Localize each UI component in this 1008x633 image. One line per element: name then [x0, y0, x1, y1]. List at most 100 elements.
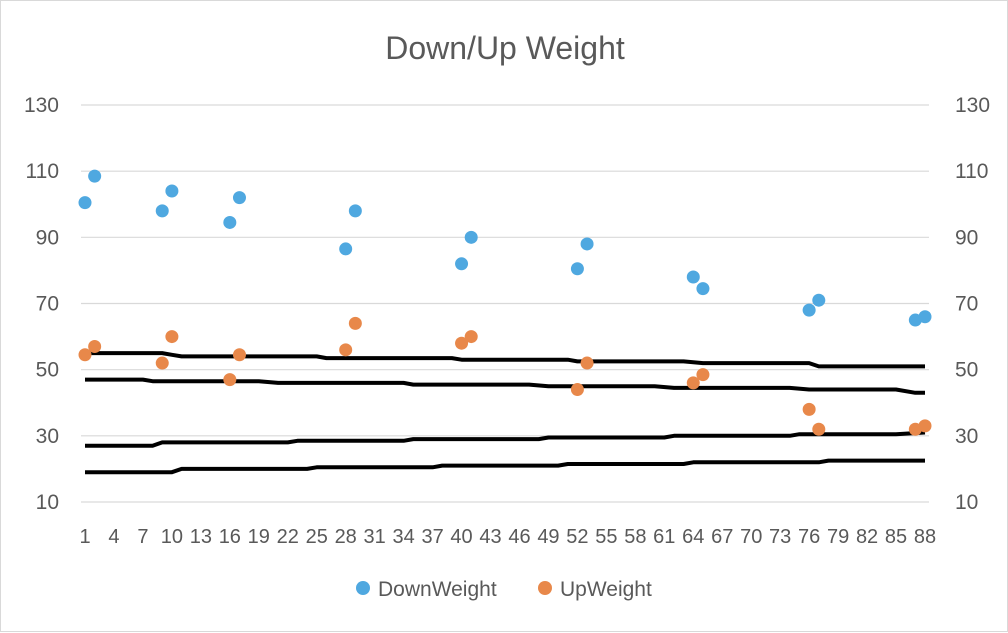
x-tick-label: 13: [190, 526, 212, 548]
data-point: [232, 348, 246, 362]
x-tick-label: 16: [219, 526, 241, 548]
y-tick-label: 110: [26, 160, 59, 183]
data-point: [455, 336, 469, 350]
x-tick-label: 22: [277, 526, 299, 548]
data-point: [570, 262, 584, 276]
data-point: [155, 356, 169, 370]
data-point: [78, 348, 92, 362]
y-tick-label: 70: [36, 293, 59, 316]
data-point: [223, 373, 237, 387]
y-tick-label: 130: [24, 94, 59, 117]
x-tick-label: 85: [885, 526, 907, 548]
legend[interactable]: DownWeight UpWeight: [356, 578, 652, 601]
y-tick-label: 30: [36, 425, 59, 448]
x-tick-label: 25: [306, 526, 328, 548]
series-UpWeight: [78, 316, 932, 436]
x-tick-label: 73: [769, 526, 791, 548]
x-tick-label: 76: [798, 526, 820, 548]
chart-title: Down/Up Weight: [385, 30, 625, 66]
reference-lines: [85, 351, 926, 475]
data-point: [812, 293, 826, 307]
data-point: [918, 419, 932, 433]
y-tick-label-right: 10: [955, 491, 978, 514]
x-tick-label: 43: [479, 526, 501, 548]
legend-item[interactable]: DownWeight: [356, 578, 497, 601]
data-point: [88, 340, 102, 354]
x-tick-label: 61: [653, 526, 675, 548]
x-tick-label: 19: [248, 526, 270, 548]
data-point: [802, 402, 816, 416]
y-tick-label: 10: [36, 491, 59, 514]
x-tick-label: 34: [392, 526, 414, 548]
x-tick-label: 1: [79, 526, 90, 548]
data-point: [223, 215, 237, 229]
x-tick-label: 28: [335, 526, 357, 548]
data-point: [686, 376, 700, 390]
x-tick-label: 82: [856, 526, 878, 548]
y-tick-label-right: 50: [955, 359, 978, 382]
data-point: [455, 257, 469, 271]
y-axis-right: 10 30 50 70 90 110 130: [955, 94, 990, 514]
x-tick-label: 88: [914, 526, 936, 548]
x-tick-label: 58: [624, 526, 646, 548]
data-point: [339, 343, 353, 357]
y-tick-label-right: 90: [955, 226, 978, 249]
data-point: [686, 270, 700, 284]
x-tick-label: 7: [137, 526, 148, 548]
y-tick-label-right: 110: [955, 160, 988, 183]
x-tick-label: 4: [108, 526, 119, 548]
data-point: [812, 422, 826, 436]
data-point: [802, 303, 816, 317]
data-point: [918, 310, 932, 324]
y-tick-label: 90: [36, 226, 59, 249]
data-point: [78, 196, 92, 210]
legend-label: DownWeight: [378, 578, 497, 601]
y-tick-label-right: 130: [955, 94, 990, 117]
y-axis-left: 10 30 50 70 90 110 130: [24, 94, 59, 514]
x-tick-label: 79: [827, 526, 849, 548]
y-tick-label-right: 30: [955, 425, 978, 448]
reference-line: [85, 377, 925, 395]
data-point: [88, 169, 102, 183]
data-point: [155, 204, 169, 218]
x-tick-label: 70: [740, 526, 762, 548]
legend-marker: [356, 581, 370, 595]
x-tick-label: 37: [421, 526, 443, 548]
series-DownWeight: [78, 169, 932, 327]
legend-item[interactable]: UpWeight: [538, 578, 652, 601]
reference-line: [85, 458, 925, 475]
x-tick-label: 10: [161, 526, 183, 548]
x-tick-label: 67: [711, 526, 733, 548]
data-points: [78, 169, 932, 436]
data-point: [464, 330, 478, 344]
data-point: [580, 356, 594, 370]
gridlines: [81, 104, 929, 503]
legend-marker: [538, 581, 552, 595]
reference-line: [85, 430, 926, 448]
data-point: [464, 230, 478, 244]
data-point: [232, 191, 246, 205]
data-point: [696, 282, 710, 296]
x-tick-label: 64: [682, 526, 704, 548]
x-tick-label: 49: [537, 526, 559, 548]
y-tick-label: 50: [36, 359, 59, 382]
data-point: [165, 184, 179, 198]
data-point: [570, 383, 584, 397]
data-point: [348, 316, 362, 330]
x-tick-label: 46: [508, 526, 530, 548]
x-tick-label: 40: [450, 526, 472, 548]
data-point: [165, 330, 179, 344]
data-point: [580, 237, 594, 251]
y-tick-label-right: 70: [955, 293, 978, 316]
x-tick-label: 55: [595, 526, 617, 548]
x-tick-label: 31: [364, 526, 386, 548]
reference-line: [85, 351, 925, 369]
data-point: [348, 204, 362, 218]
data-point: [339, 242, 353, 256]
data-point: [696, 368, 710, 382]
x-axis: 1 4 7 10 13 16 19 22 25 28 31 34 37 40 43 46 49 52 55 58 61 6…: [79, 526, 936, 548]
x-tick-label: 52: [566, 526, 588, 548]
legend-label: UpWeight: [560, 578, 652, 601]
